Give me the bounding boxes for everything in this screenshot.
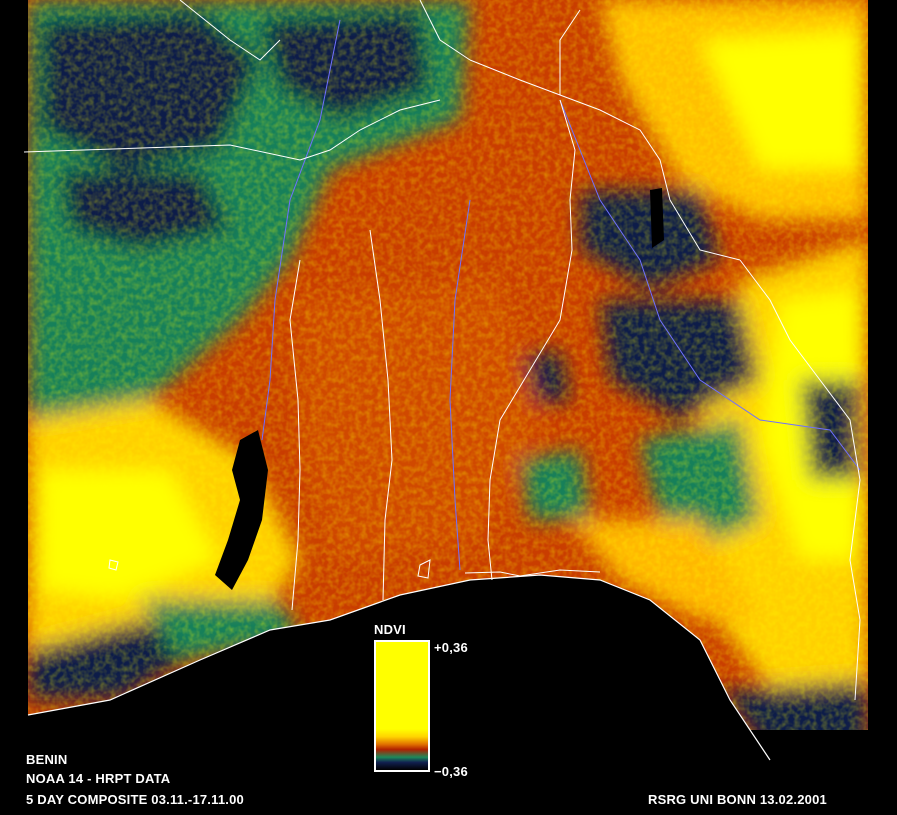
lagoons	[108, 559, 601, 579]
lake-small	[650, 188, 664, 248]
legend-max-label: +0,36	[434, 640, 468, 655]
legend-title: NDVI	[374, 622, 406, 637]
country-borders	[23, 0, 861, 701]
legend-min-label: −0,36	[434, 764, 468, 779]
coastline	[27, 574, 771, 761]
caption-region: BENIN	[26, 752, 68, 767]
lake-volta	[215, 430, 268, 590]
caption-credit: RSRG UNI BONN 13.02.2001	[648, 792, 827, 807]
caption-satellite: NOAA 14 - HRPT DATA	[26, 771, 171, 786]
right-margin	[868, 0, 897, 815]
legend-gradient	[376, 642, 428, 770]
caption-composite: 5 DAY COMPOSITE 03.11.-17.11.00	[26, 792, 244, 807]
bottom-margin	[0, 730, 897, 815]
rivers	[261, 19, 861, 571]
legend-colorbar	[374, 640, 430, 772]
left-margin	[0, 0, 28, 815]
